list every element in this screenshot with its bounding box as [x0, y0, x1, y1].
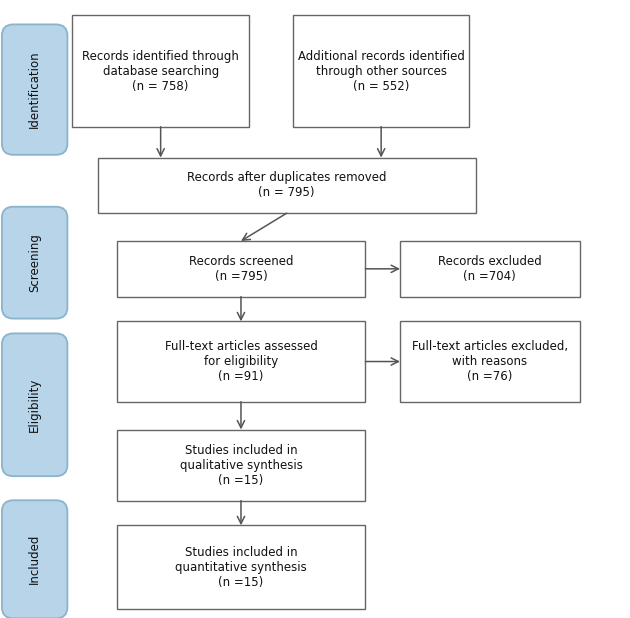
FancyBboxPatch shape: [72, 15, 249, 127]
Text: Records excluded
(n =704): Records excluded (n =704): [438, 255, 542, 283]
FancyBboxPatch shape: [98, 158, 476, 213]
FancyBboxPatch shape: [2, 25, 67, 155]
FancyBboxPatch shape: [117, 241, 365, 297]
Text: Full-text articles assessed
for eligibility
(n =91): Full-text articles assessed for eligibil…: [164, 340, 318, 383]
FancyBboxPatch shape: [117, 321, 365, 402]
FancyBboxPatch shape: [400, 241, 580, 297]
Text: Studies included in
quantitative synthesis
(n =15): Studies included in quantitative synthes…: [175, 546, 307, 588]
FancyBboxPatch shape: [117, 430, 365, 501]
FancyBboxPatch shape: [2, 501, 67, 618]
FancyBboxPatch shape: [2, 334, 67, 476]
Text: Records identified through
database searching
(n = 758): Records identified through database sear…: [82, 49, 239, 93]
FancyBboxPatch shape: [400, 321, 580, 402]
Text: Identification: Identification: [28, 51, 41, 129]
Text: Eligibility: Eligibility: [28, 378, 41, 432]
Text: Included: Included: [28, 534, 41, 585]
Text: Records screened
(n =795): Records screened (n =795): [189, 255, 293, 283]
FancyBboxPatch shape: [293, 15, 469, 127]
Text: Records after duplicates removed
(n = 795): Records after duplicates removed (n = 79…: [187, 171, 386, 200]
Text: Full-text articles excluded,
with reasons
(n =76): Full-text articles excluded, with reason…: [412, 340, 568, 383]
Text: Screening: Screening: [28, 233, 41, 292]
FancyBboxPatch shape: [117, 525, 365, 609]
FancyBboxPatch shape: [2, 206, 67, 319]
Text: Additional records identified
through other sources
(n = 552): Additional records identified through ot…: [298, 49, 464, 93]
Text: Studies included in
qualitative synthesis
(n =15): Studies included in qualitative synthesi…: [180, 444, 302, 486]
